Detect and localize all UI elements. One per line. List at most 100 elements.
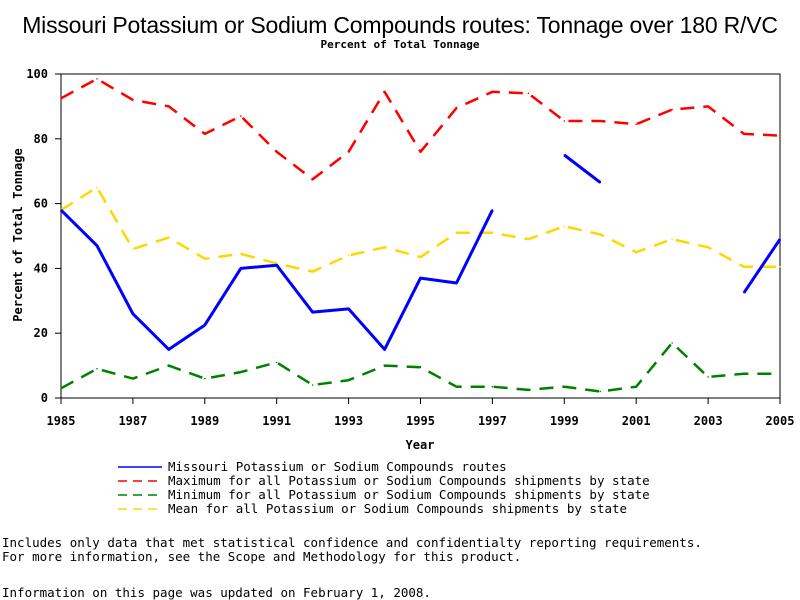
- legend-label: Missouri Potassium or Sodium Compounds r…: [168, 459, 507, 474]
- data-point: [743, 266, 745, 268]
- data-point: [779, 238, 781, 240]
- data-point: [599, 120, 602, 122]
- legend-label: Mean for all Potassium or Sodium Compoun…: [168, 501, 628, 516]
- series-line: [60, 186, 780, 273]
- data-point: [743, 291, 745, 294]
- data-point: [419, 366, 422, 369]
- data-point: [635, 251, 637, 253]
- series-line: [60, 77, 781, 181]
- series-3: [60, 186, 781, 273]
- data-point: [419, 277, 422, 279]
- data-point: [383, 91, 386, 93]
- data-point: [455, 282, 458, 284]
- data-point: [347, 254, 350, 257]
- data-point: [168, 364, 170, 367]
- data-point: [347, 379, 350, 382]
- chart-title: Missouri Potassium or Sodium Compounds r…: [22, 12, 778, 38]
- legend-swatch: [118, 508, 162, 510]
- data-point: [455, 385, 458, 388]
- data-point: [96, 186, 98, 189]
- series-line: [742, 238, 782, 294]
- data-point: [671, 108, 673, 111]
- data-point: [240, 267, 242, 270]
- data-point: [383, 348, 386, 351]
- data-point: [635, 385, 637, 388]
- series-line: [563, 153, 602, 184]
- series-1: [60, 77, 781, 181]
- data-point: [311, 384, 314, 386]
- data-point: [240, 253, 242, 255]
- data-point: [60, 387, 62, 390]
- y-tick-label: 40: [34, 261, 48, 275]
- x-axis-label: Year: [406, 438, 435, 452]
- data-point: [563, 385, 566, 388]
- data-point: [563, 225, 566, 228]
- data-point: [671, 238, 673, 240]
- x-tick-label: 1987: [118, 414, 147, 428]
- data-point: [204, 257, 206, 260]
- data-point: [275, 151, 278, 153]
- data-point: [455, 232, 458, 234]
- y-axis-label: Percent of Total Tonnage: [11, 148, 25, 321]
- x-tick-label: 1989: [190, 414, 219, 428]
- data-point: [383, 246, 386, 249]
- x-tick-label: 1991: [262, 414, 291, 428]
- data-point: [491, 385, 494, 388]
- data-point: [204, 133, 206, 135]
- y-tick-label: 60: [34, 197, 48, 211]
- data-point: [96, 244, 98, 247]
- data-point: [168, 105, 170, 108]
- data-point: [779, 266, 781, 268]
- data-point: [599, 181, 602, 184]
- x-tick-label: 1995: [406, 414, 435, 428]
- data-point: [60, 97, 62, 100]
- data-point: [707, 105, 709, 108]
- data-point: [527, 238, 530, 240]
- data-point: [168, 236, 170, 239]
- data-point: [240, 115, 242, 117]
- data-point: [204, 377, 206, 380]
- footnote-line: For more information, see the Scope and …: [2, 549, 522, 564]
- legend-swatch: [118, 466, 162, 468]
- chart-subtitle: Percent of Total Tonnage: [320, 38, 480, 51]
- data-point: [599, 233, 602, 236]
- legend-swatch: [118, 480, 162, 482]
- data-point: [707, 376, 709, 378]
- legend-swatch: [118, 494, 162, 496]
- data-point: [347, 151, 350, 153]
- data-point: [743, 372, 745, 375]
- legend-label: Minimum for all Potassium or Sodium Comp…: [168, 487, 650, 502]
- y-tick-label: 80: [34, 132, 48, 146]
- data-point: [671, 342, 673, 344]
- data-point: [635, 123, 637, 125]
- data-point: [96, 368, 98, 370]
- line-chart: 1985 1987 1989 1991 1993 1995 1997 1999 2001 2003…: [11, 67, 794, 452]
- data-point: [275, 264, 278, 267]
- y-tick-label: 100: [26, 67, 48, 81]
- data-point: [311, 311, 314, 313]
- data-point: [707, 246, 709, 249]
- data-point: [132, 248, 134, 250]
- data-point: [419, 256, 422, 258]
- data-point: [132, 99, 134, 101]
- data-point: [491, 209, 494, 211]
- data-point: [240, 371, 242, 373]
- series-2: [60, 341, 781, 393]
- data-point: [311, 178, 314, 181]
- data-point: [779, 134, 781, 137]
- data-point: [599, 390, 602, 393]
- footnote-line: Includes only data that met statistical …: [2, 535, 702, 550]
- data-point: [168, 348, 170, 351]
- data-point: [527, 92, 530, 95]
- data-point: [491, 91, 494, 93]
- x-tick-label: 2001: [622, 414, 651, 428]
- series-line: [59, 209, 494, 351]
- data-point: [527, 389, 530, 391]
- data-point: [132, 377, 134, 380]
- x-tick-label: 1985: [47, 414, 76, 428]
- data-point: [347, 308, 350, 310]
- data-point: [455, 107, 458, 109]
- x-tick-label: 1997: [478, 414, 507, 428]
- footnotes: Includes only data that met statistical …: [2, 536, 702, 564]
